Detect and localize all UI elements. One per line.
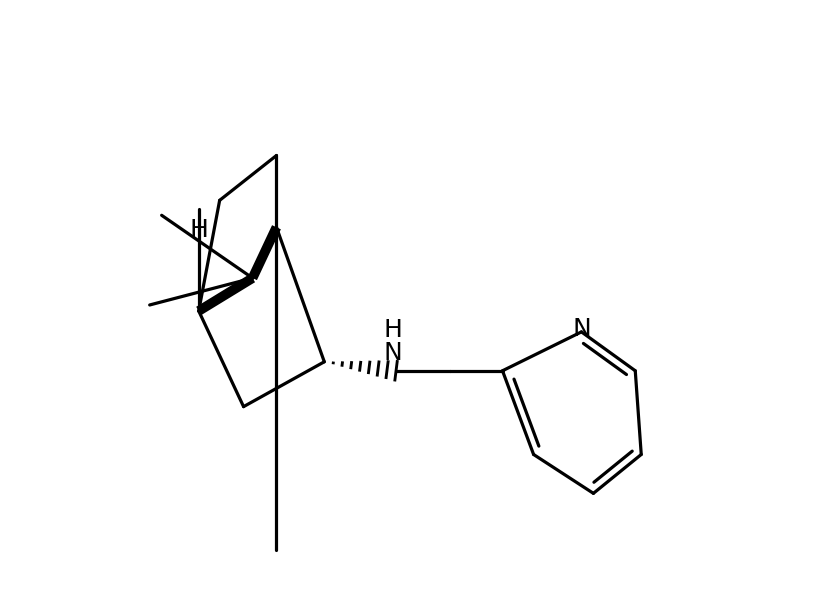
Text: H: H	[189, 218, 208, 242]
Text: N: N	[571, 317, 590, 341]
Text: H: H	[383, 318, 402, 342]
Text: N: N	[383, 341, 402, 365]
